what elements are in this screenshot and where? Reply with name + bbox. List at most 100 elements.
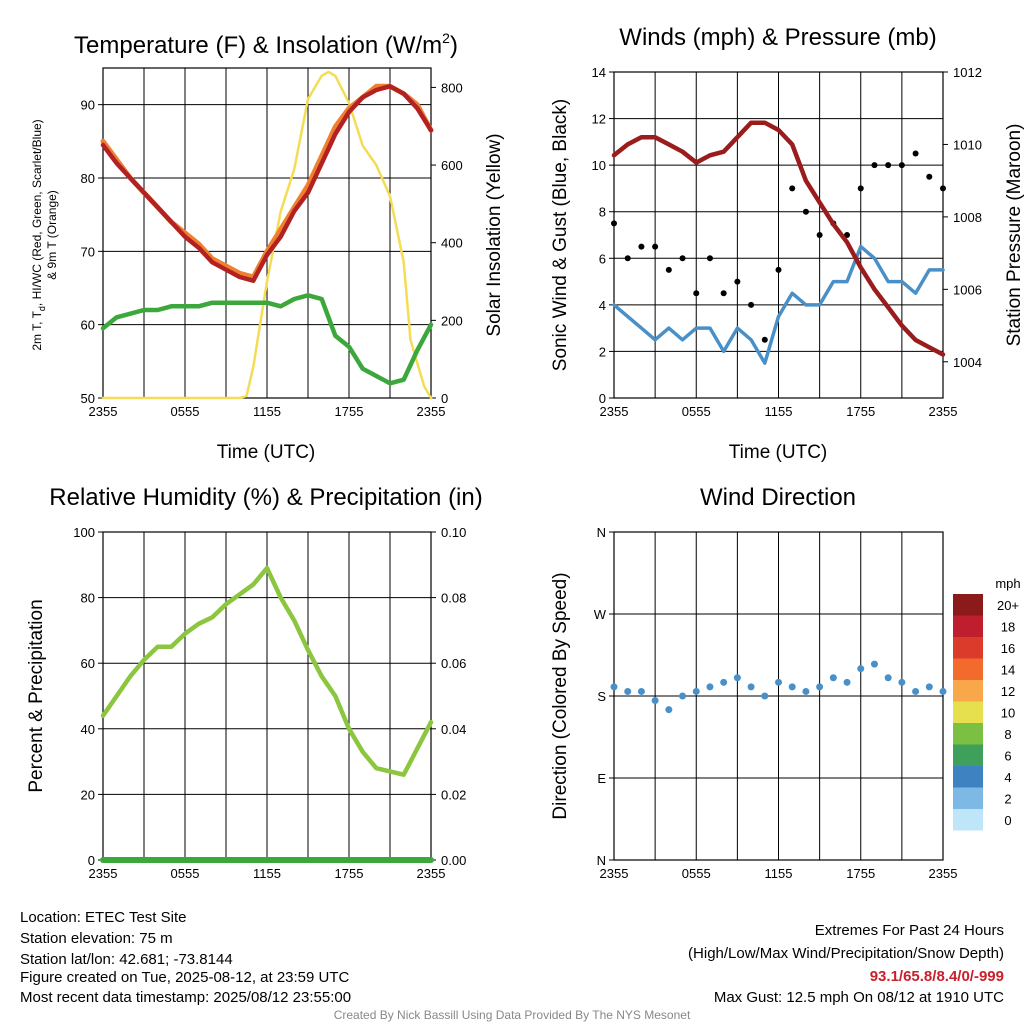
y2-tick-label: 0 <box>441 391 448 406</box>
y2-tick-label: 400 <box>441 236 463 251</box>
y-tick-label: N <box>597 525 606 540</box>
colorbar-label: 10 <box>1001 705 1015 720</box>
colorbar-label: 14 <box>1001 662 1015 677</box>
x-tick-label: 2355 <box>600 866 629 881</box>
direction-title: Wind Direction <box>700 484 856 511</box>
gust-point <box>789 185 796 192</box>
direction-point <box>761 692 769 700</box>
gust-point <box>775 266 782 273</box>
direction-point <box>692 687 700 695</box>
y-tick-label: 60 <box>81 318 95 333</box>
direction-point <box>843 678 851 686</box>
direction-point <box>651 697 659 705</box>
direction-point <box>733 674 741 682</box>
humidity-ylabel: Percent & Precipitation <box>26 599 47 792</box>
colorbar-label: 0 <box>1004 813 1011 828</box>
colorbar-swatch <box>953 787 983 809</box>
gust-point <box>706 255 713 262</box>
credit-text: Created By Nick Bassill Using Data Provi… <box>334 1008 691 1022</box>
direction-point <box>870 660 878 668</box>
y2-tick-label: 800 <box>441 80 463 95</box>
direction-point <box>665 706 673 714</box>
y2-tick-label: 600 <box>441 158 463 173</box>
x-tick-label: 1755 <box>846 866 875 881</box>
direction-point <box>637 687 645 695</box>
y-tick-label: 90 <box>81 98 95 113</box>
direction-point <box>816 683 824 691</box>
gust-point <box>734 278 741 285</box>
x-tick-label: 1155 <box>765 866 793 881</box>
gust-point <box>679 255 686 262</box>
colorbar-swatch <box>953 680 983 702</box>
latlon-text: Station lat/lon: 42.681; -73.8144 <box>20 951 233 968</box>
x-tick-label: 0555 <box>171 866 200 881</box>
direction-point <box>747 683 755 691</box>
extremes-subtitle: (High/Low/Max Wind/Precipitation/Snow De… <box>688 945 1004 962</box>
dewpoint-line <box>100 293 434 386</box>
colorbar-swatch <box>953 701 983 723</box>
temperature-title: Temperature (F) & Insolation (W/m2) <box>74 30 458 59</box>
colorbar-label: 12 <box>1001 684 1015 699</box>
y-tick-label: 4 <box>599 298 606 313</box>
x-tick-label: 2355 <box>89 866 118 881</box>
extremes-values: 93.1/65.8/8.4/0/-999 <box>870 968 1004 985</box>
winds-ylabel: Sonic Wind & Gust (Blue, Black) <box>550 99 571 371</box>
gust-point <box>611 220 617 227</box>
insolation-line <box>101 70 433 400</box>
winds-xlabel: Time (UTC) <box>729 442 828 463</box>
colorbar-title: mph <box>995 576 1020 591</box>
colorbar-label: 20+ <box>997 598 1019 613</box>
created-text: Figure created on Tue, 2025-08-12, at 23… <box>20 969 350 986</box>
x-tick-label: 0555 <box>682 404 711 419</box>
x-tick-label: 2355 <box>89 404 118 419</box>
gust-point <box>898 162 905 169</box>
x-tick-label: 2355 <box>417 866 446 881</box>
x-tick-label: 1755 <box>846 404 875 419</box>
y-tick-label: 70 <box>81 244 95 259</box>
x-tick-label: 0555 <box>171 404 200 419</box>
y2-tick-label: 1006 <box>953 282 982 297</box>
y-tick-label: 100 <box>73 525 95 540</box>
y-tick-label: 0 <box>599 391 606 406</box>
y-tick-label: 8 <box>599 205 606 220</box>
y2-tick-label: 1008 <box>953 210 982 225</box>
temperature-xlabel: Time (UTC) <box>217 442 316 463</box>
y-tick-label: 12 <box>592 112 606 127</box>
colorbar-label: 16 <box>1001 641 1015 656</box>
x-tick-label: 1155 <box>765 404 793 419</box>
gust-point <box>665 266 672 273</box>
colorbar-swatch <box>953 744 983 766</box>
y2-tick-label: 0.08 <box>441 591 466 606</box>
gust-point <box>624 255 631 262</box>
winds-title: Winds (mph) & Pressure (mb) <box>619 24 936 51</box>
direction-point <box>706 683 714 691</box>
panel2-frame <box>613 71 944 399</box>
temperature-y2label: Solar Insolation (Yellow) <box>484 133 505 336</box>
y2-tick-label: 0.04 <box>441 722 466 737</box>
humidity-panel: Relative Humidity (%) & Precipitation (i… <box>26 484 483 793</box>
gust-point <box>638 243 645 250</box>
gust-point <box>748 301 755 308</box>
humidity-title: Relative Humidity (%) & Precipitation (i… <box>49 484 482 511</box>
direction-point <box>898 678 906 686</box>
gust-point <box>871 162 878 169</box>
y2-tick-label: 1004 <box>953 355 982 370</box>
winds-y2label: Station Pressure (Maroon) <box>1004 124 1024 347</box>
y-tick-label: 80 <box>81 171 95 186</box>
y2-tick-label: 0.02 <box>441 787 466 802</box>
direction-point <box>912 687 920 695</box>
direction-point <box>610 683 618 691</box>
direction-point <box>802 687 810 695</box>
colorbar-label: 8 <box>1004 727 1011 742</box>
x-tick-label: 2355 <box>929 866 958 881</box>
recent-text: Most recent data timestamp: 2025/08/12 2… <box>20 989 351 1006</box>
gust-point <box>926 173 933 180</box>
gust-point <box>816 232 823 238</box>
colorbar-swatch <box>953 637 983 659</box>
y2-tick-label: 1010 <box>953 137 982 152</box>
location-text: Location: ETEC Test Site <box>20 909 186 926</box>
chart-marks: 2355 0555 1155 1755 235550607080900200400600… <box>73 65 1019 881</box>
y-tick-label: N <box>597 853 606 868</box>
colorbar-swatch <box>953 658 983 680</box>
elevation-text: Station elevation: 75 m <box>20 930 173 947</box>
